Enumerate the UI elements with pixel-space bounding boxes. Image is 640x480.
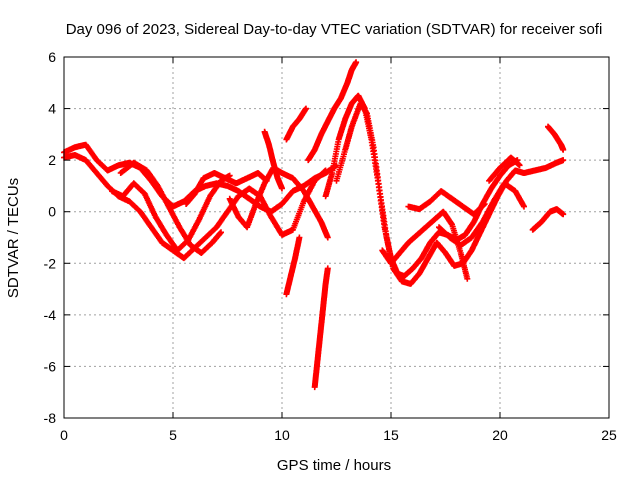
data-point-markers xyxy=(486,154,523,184)
y-tick-label: -2 xyxy=(44,255,57,271)
y-tick-label: -8 xyxy=(44,410,57,426)
data-point-markers xyxy=(283,234,303,298)
x-tick-label: 5 xyxy=(169,427,177,443)
gridlines xyxy=(64,57,609,418)
data-point-markers xyxy=(226,164,331,241)
x-tick-label: 25 xyxy=(601,427,617,443)
chart-title: Day 096 of 2023, Sidereal Day-to-day VTE… xyxy=(66,21,603,38)
x-tick-label: 10 xyxy=(274,427,290,443)
series-track-5 xyxy=(183,170,270,207)
series-track-15 xyxy=(405,188,488,218)
series-track-7 xyxy=(261,128,285,192)
data-point-markers xyxy=(333,100,567,287)
series-track-17 xyxy=(486,154,523,184)
x-tick-label: 0 xyxy=(60,427,68,443)
data-point-markers xyxy=(311,265,331,391)
y-tick-label: -4 xyxy=(44,307,57,323)
series-track-11 xyxy=(305,59,360,164)
x-axis-title: GPS time / hours xyxy=(277,457,391,474)
plot-frame xyxy=(63,56,610,419)
data-point-markers xyxy=(379,208,471,282)
series-track-8 xyxy=(283,105,309,143)
data-points xyxy=(61,59,567,391)
data-point-markers xyxy=(117,159,224,256)
axis-ticks: 0 5 10 15 20 25 -8 -6 -4 -2 0 2 4 6 xyxy=(44,49,617,443)
x-tick-label: 15 xyxy=(383,427,399,443)
y-tick-label: 2 xyxy=(48,152,56,168)
data-point-markers xyxy=(109,172,233,254)
data-point-markers xyxy=(436,180,527,249)
series-track-9 xyxy=(283,234,303,298)
x-tick-label: 20 xyxy=(492,427,508,443)
data-point-markers xyxy=(183,170,270,207)
series-track-18 xyxy=(529,206,567,233)
series-track-16 xyxy=(436,180,527,249)
y-tick-label: 6 xyxy=(48,49,56,65)
data-point-markers xyxy=(405,188,488,218)
y-tick-label: 0 xyxy=(48,204,56,220)
data-point-markers xyxy=(261,128,285,192)
series-track-2 xyxy=(61,152,329,262)
y-axis-title: SDTVAR / TECUs xyxy=(5,178,22,298)
y-tick-label: -6 xyxy=(44,358,57,374)
series-track-3 xyxy=(117,159,224,256)
data-point-markers xyxy=(305,59,360,164)
data-point-markers xyxy=(61,152,329,262)
data-point-markers xyxy=(283,105,309,143)
series-track-6 xyxy=(226,164,331,241)
series-track-10 xyxy=(311,265,331,391)
series-track-19 xyxy=(545,123,567,153)
data-point-markers xyxy=(545,123,567,153)
data-point-markers xyxy=(529,206,567,233)
series-track-14 xyxy=(379,208,471,282)
series-track-4 xyxy=(109,172,233,254)
series-track-13 xyxy=(333,100,567,287)
y-tick-label: 4 xyxy=(48,101,56,117)
